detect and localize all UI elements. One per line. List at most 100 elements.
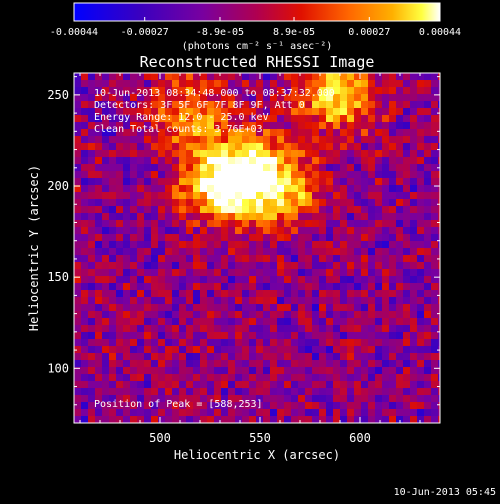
- heatmap-cell: [172, 339, 180, 347]
- heatmap-cell: [228, 164, 236, 172]
- heatmap-cell: [417, 290, 425, 298]
- heatmap-cell: [354, 332, 362, 340]
- heatmap-cell: [95, 311, 103, 319]
- heatmap-cell: [438, 367, 440, 375]
- heatmap-cell: [368, 269, 376, 277]
- heatmap-cell: [263, 339, 271, 347]
- heatmap-cell: [158, 199, 166, 207]
- heatmap-cell: [109, 381, 117, 389]
- heatmap-cell: [228, 122, 236, 130]
- heatmap-cell: [284, 73, 292, 81]
- heatmap-cell: [396, 227, 404, 235]
- heatmap-cell: [431, 234, 439, 242]
- heatmap-cell: [354, 206, 362, 214]
- heatmap-cell: [347, 367, 355, 375]
- heatmap-cell: [235, 136, 243, 144]
- heatmap-cell: [389, 94, 397, 102]
- heatmap-cell: [158, 311, 166, 319]
- heatmap-cell: [102, 255, 110, 263]
- heatmap-cell: [88, 409, 96, 417]
- heatmap-cell: [270, 185, 278, 193]
- heatmap-cell: [186, 87, 194, 95]
- heatmap-cell: [186, 416, 194, 423]
- heatmap-cell: [151, 416, 159, 423]
- heatmap-cell: [144, 290, 152, 298]
- heatmap-cell: [263, 171, 271, 179]
- heatmap-cell: [88, 255, 96, 263]
- heatmap-cell: [165, 73, 173, 81]
- heatmap-cell: [207, 395, 215, 403]
- heatmap-cell: [291, 185, 299, 193]
- heatmap-cell: [228, 178, 236, 186]
- heatmap-cell: [200, 122, 208, 130]
- heatmap-cell: [214, 395, 222, 403]
- info-line: Energy Range: 12.0 - 25.0 keV: [94, 112, 269, 123]
- heatmap-cell: [256, 164, 264, 172]
- heatmap-cell: [151, 185, 159, 193]
- heatmap-cell: [151, 199, 159, 207]
- heatmap-cell: [368, 164, 376, 172]
- heatmap-cell: [193, 164, 201, 172]
- heatmap-cell: [291, 283, 299, 291]
- heatmap-cell: [305, 388, 313, 396]
- heatmap-cell: [284, 402, 292, 410]
- heatmap-cell: [137, 213, 145, 221]
- heatmap-cell: [144, 332, 152, 340]
- heatmap-cell: [284, 276, 292, 284]
- heatmap-cell: [389, 416, 397, 423]
- heatmap-cell: [417, 283, 425, 291]
- heatmap-cell: [347, 248, 355, 256]
- heatmap-cell: [130, 276, 138, 284]
- heatmap-cell: [214, 234, 222, 242]
- heatmap-cell: [368, 185, 376, 193]
- heatmap-cell: [284, 143, 292, 151]
- heatmap-cell: [102, 87, 110, 95]
- heatmap-cell: [235, 318, 243, 326]
- heatmap-cell: [396, 283, 404, 291]
- heatmap-cell: [354, 248, 362, 256]
- heatmap-cell: [340, 339, 348, 347]
- heatmap-cell: [214, 213, 222, 221]
- heatmap-cell: [151, 171, 159, 179]
- heatmap-cell: [312, 206, 320, 214]
- heatmap-cell: [333, 395, 341, 403]
- heatmap-cell: [179, 136, 187, 144]
- heatmap-cell: [214, 136, 222, 144]
- heatmap-cell: [109, 248, 117, 256]
- heatmap-cell: [354, 227, 362, 235]
- heatmap-cell: [361, 248, 369, 256]
- heatmap-cell: [354, 269, 362, 277]
- heatmap-cell: [242, 73, 250, 81]
- heatmap-cell: [263, 227, 271, 235]
- heatmap-cell: [284, 395, 292, 403]
- heatmap-cell: [431, 367, 439, 375]
- heatmap-cell: [186, 94, 194, 102]
- heatmap-cell: [123, 227, 131, 235]
- heatmap-cell: [186, 192, 194, 200]
- heatmap-cell: [270, 108, 278, 116]
- heatmap-cell: [256, 178, 264, 186]
- heatmap-cell: [424, 262, 432, 270]
- heatmap-cell: [340, 108, 348, 116]
- heatmap-cell: [172, 402, 180, 410]
- heatmap-cell: [151, 346, 159, 354]
- heatmap-cell: [137, 199, 145, 207]
- heatmap-cell: [347, 339, 355, 347]
- heatmap-cell: [256, 276, 264, 284]
- heatmap-cell: [298, 311, 306, 319]
- heatmap-cell: [228, 101, 236, 109]
- heatmap-cell: [333, 367, 341, 375]
- heatmap-cell: [200, 150, 208, 158]
- heatmap-cell: [396, 192, 404, 200]
- heatmap-cell: [95, 304, 103, 312]
- heatmap-cell: [326, 395, 334, 403]
- heatmap-cell: [333, 269, 341, 277]
- heatmap-cell: [431, 255, 439, 263]
- heatmap-cell: [144, 409, 152, 417]
- heatmap-cell: [158, 143, 166, 151]
- heatmap-cell: [109, 241, 117, 249]
- heatmap-cell: [74, 101, 82, 109]
- heatmap-cell: [424, 276, 432, 284]
- heatmap-cell: [179, 115, 187, 123]
